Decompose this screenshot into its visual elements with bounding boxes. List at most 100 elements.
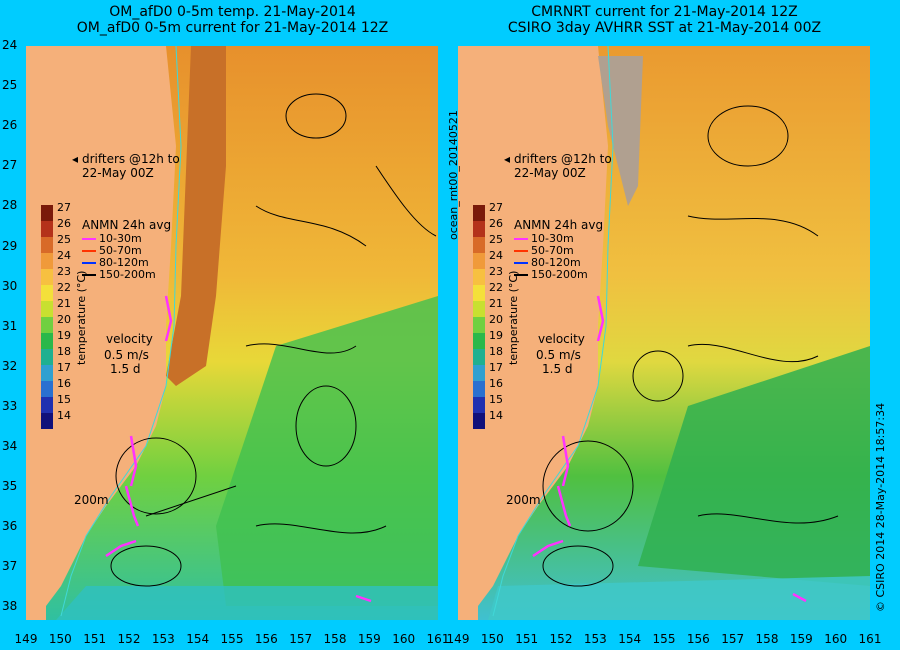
left-title-line1: OM_afD0 0-5m temp. 21-May-2014 bbox=[109, 4, 356, 20]
latitude-tick: 37 bbox=[2, 559, 18, 574]
left-legend-arrow bbox=[82, 238, 96, 240]
left-legend-label: 50-70m bbox=[99, 244, 142, 257]
right-colorbar-tick: 17 bbox=[489, 361, 503, 374]
right-map-svg bbox=[478, 46, 870, 620]
left-colorbar-swatch bbox=[41, 317, 53, 333]
right-cloud-mask bbox=[598, 56, 643, 206]
left-colorbar-swatch bbox=[41, 205, 53, 221]
credit-label: © CSIRO 2014 28-May-2014 18:57:34 bbox=[874, 402, 887, 612]
right-isobath-label: 200m bbox=[506, 493, 541, 507]
left-colorbar-tick: 19 bbox=[57, 329, 71, 342]
left-legend-arrow bbox=[82, 262, 96, 264]
latitude-tick: 35 bbox=[2, 479, 18, 494]
latitude-tick: 32 bbox=[2, 358, 18, 373]
right-longitude-tick: 151 bbox=[515, 632, 539, 646]
left-colorbar-swatch bbox=[41, 365, 53, 381]
left-cool-patch-2 bbox=[56, 586, 438, 620]
left-legend-item: 80-120m bbox=[82, 256, 149, 269]
left-colorbar-tick: 18 bbox=[57, 345, 71, 358]
latitude-tick: 28 bbox=[2, 198, 18, 213]
left-legend-arrow bbox=[82, 274, 96, 276]
left-velocity-scale: 0.5 m/s bbox=[104, 348, 149, 362]
left-legend-item: 150-200m bbox=[82, 268, 156, 281]
left-colorbar-swatch bbox=[41, 413, 53, 429]
right-panel-title: CMRNRT current for 21-May-2014 12Z CSIRO… bbox=[462, 4, 867, 36]
left-colorbar-swatch bbox=[41, 221, 53, 237]
right-colorbar-tick: 16 bbox=[489, 377, 503, 390]
latitude-tick: 33 bbox=[2, 398, 18, 413]
right-colorbar-tick: 23 bbox=[489, 265, 503, 278]
left-longitude-tick: 152 bbox=[117, 632, 141, 646]
right-cool-patch bbox=[638, 346, 870, 586]
left-drifter-marker: ◂ bbox=[72, 152, 79, 166]
left-velocity-label: velocity bbox=[106, 332, 153, 346]
left-velocity-time: 1.5 d bbox=[110, 362, 141, 376]
left-cool-patch bbox=[216, 296, 438, 606]
right-longitude-tick: 152 bbox=[549, 632, 573, 646]
left-colorbar-tick: 22 bbox=[57, 281, 71, 294]
left-longitude-tick: 151 bbox=[83, 632, 107, 646]
left-longitude-tick: 157 bbox=[289, 632, 313, 646]
right-eddy-arrows bbox=[542, 105, 839, 587]
latitude-tick: 31 bbox=[2, 318, 18, 333]
right-colorbar-tick: 20 bbox=[489, 313, 503, 326]
right-velocity-time: 1.5 d bbox=[542, 362, 573, 376]
right-colorbar-tick: 26 bbox=[489, 217, 503, 230]
left-colorbar-tick: 20 bbox=[57, 313, 71, 326]
left-longitude-tick: 153 bbox=[151, 632, 175, 646]
latitude-tick: 36 bbox=[2, 519, 18, 534]
right-longitude-tick: 157 bbox=[721, 632, 745, 646]
right-colorbar-label: temperature (°C) bbox=[507, 270, 520, 365]
left-longitude-tick: 160 bbox=[392, 632, 416, 646]
right-legend-label: 80-120m bbox=[531, 256, 581, 269]
right-longitude-tick: 159 bbox=[789, 632, 813, 646]
right-legend-item: 10-30m bbox=[514, 232, 574, 245]
left-longitude-tick: 156 bbox=[254, 632, 278, 646]
left-colorbar-swatch bbox=[41, 381, 53, 397]
left-colorbar-tick: 27 bbox=[57, 201, 71, 214]
right-colorbar-swatch bbox=[473, 269, 485, 285]
right-drifters-label-2: 22-May 00Z bbox=[514, 166, 586, 180]
left-colorbar-swatch bbox=[41, 349, 53, 365]
right-velocity-scale: 0.5 m/s bbox=[536, 348, 581, 362]
right-longitude-tick: 161 bbox=[858, 632, 882, 646]
latitude-tick: 24 bbox=[2, 38, 18, 52]
right-colorbar-tick: 22 bbox=[489, 281, 503, 294]
right-legend-item: 50-70m bbox=[514, 244, 574, 257]
left-panel-title: OM_afD0 0-5m temp. 21-May-2014 OM_afD0 0… bbox=[30, 4, 435, 36]
latitude-tick: 27 bbox=[2, 158, 18, 173]
left-colorbar-tick: 16 bbox=[57, 377, 71, 390]
left-longitude-tick: 161 bbox=[426, 632, 450, 646]
left-longitude-tick: 150 bbox=[48, 632, 72, 646]
right-colorbar-swatch bbox=[473, 381, 485, 397]
left-colorbar-swatch bbox=[41, 285, 53, 301]
right-cool-patch-2 bbox=[488, 576, 870, 620]
right-colorbar-tick: 19 bbox=[489, 329, 503, 342]
left-colorbar-swatch bbox=[41, 237, 53, 253]
right-colorbar-swatch bbox=[473, 365, 485, 381]
right-legend-arrow bbox=[514, 274, 528, 276]
right-legend-arrow bbox=[514, 250, 528, 252]
left-colorbar-label: temperature (°C) bbox=[75, 270, 88, 365]
right-longitude-tick: 158 bbox=[755, 632, 779, 646]
latitude-tick: 34 bbox=[2, 439, 18, 453]
left-colorbar-swatch bbox=[41, 397, 53, 413]
right-colorbar-tick: 18 bbox=[489, 345, 503, 358]
latitude-tick: 26 bbox=[2, 118, 18, 133]
right-longitude-tick: 150 bbox=[480, 632, 504, 646]
left-warm-current bbox=[166, 46, 226, 386]
left-title-line2: OM_afD0 0-5m current for 21-May-2014 12Z bbox=[76, 20, 389, 36]
right-legend-arrow bbox=[514, 262, 528, 264]
left-colorbar-tick: 24 bbox=[57, 249, 71, 262]
left-colorbar-tick: 17 bbox=[57, 361, 71, 374]
right-legend-label: 50-70m bbox=[531, 244, 574, 257]
right-colorbar-tick: 15 bbox=[489, 393, 503, 406]
left-legend-label: 150-200m bbox=[99, 268, 156, 281]
right-colorbar-swatch bbox=[473, 237, 485, 253]
left-map-panel bbox=[26, 46, 438, 620]
right-longitude-tick: 156 bbox=[686, 632, 710, 646]
right-colorbar-swatch bbox=[473, 285, 485, 301]
left-isobath-200m bbox=[60, 46, 182, 617]
right-drifters-label: drifters @12h to bbox=[514, 152, 612, 166]
right-drifter-marker: ◂ bbox=[504, 152, 511, 166]
